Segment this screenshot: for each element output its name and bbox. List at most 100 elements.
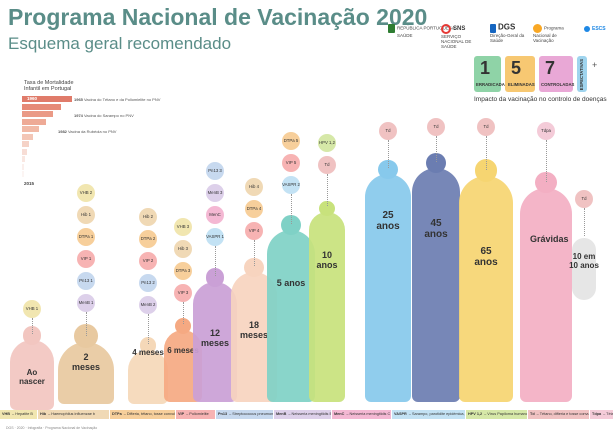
vaccine-bubble: VIP 5 bbox=[282, 154, 300, 172]
event-text: Vacina da Rubéola no PNV bbox=[68, 129, 117, 134]
footer-credits: DGS · 2020 · Infografia · Programa Nacio… bbox=[6, 426, 98, 430]
age-figure-silhouette bbox=[365, 174, 411, 402]
age-figure-head bbox=[474, 158, 498, 182]
age-figure-silhouette bbox=[520, 188, 572, 402]
legend-code: HPV 1,2 bbox=[468, 412, 483, 416]
legend-text: – Haemophilus influenzae b bbox=[48, 412, 95, 416]
logo-republica: REPÚBLICA PORTUGUESA SAÚDE bbox=[388, 24, 455, 38]
legend-item: MenB – Neisseria meningitidis B bbox=[274, 410, 331, 419]
mortality-bar bbox=[22, 156, 25, 162]
legend-code: Pn13 bbox=[218, 412, 228, 416]
republica-logo-icon bbox=[388, 24, 395, 33]
mortality-end-year: 2015 bbox=[24, 181, 35, 186]
legend-item: Tdpa– Tétano e difteria bbox=[590, 410, 613, 419]
legend-text: – Neisseria meningitidis C bbox=[346, 412, 391, 416]
vaccine-connector-line bbox=[291, 194, 292, 224]
vaccine-bubble: Hib 2 bbox=[139, 208, 157, 226]
impact-controlled-label: CONTROLADAS bbox=[541, 82, 575, 87]
age-figure-silhouette bbox=[309, 212, 345, 402]
mortality-bar bbox=[22, 103, 61, 110]
logo-pnv: Programa Nacional de Vacinação bbox=[533, 24, 577, 43]
vaccine-bubble: VASPR 2 bbox=[282, 176, 300, 194]
vaccine-bubble: MenB 3 bbox=[206, 184, 224, 202]
legend-code: Td bbox=[530, 412, 535, 416]
vaccine-bubble: Td bbox=[477, 118, 495, 136]
mortality-bar bbox=[22, 133, 33, 140]
logo-dgs: DGS Direção-Geral da Saúde bbox=[490, 23, 528, 43]
legend-code: MenC bbox=[334, 412, 345, 416]
age-label: 2 meses bbox=[71, 352, 101, 372]
legend-code: Hib bbox=[40, 412, 47, 416]
age-label: Grávidas bbox=[530, 234, 569, 244]
age-label: 10 em 10 anos bbox=[569, 252, 599, 270]
mortality-bar bbox=[22, 126, 39, 132]
legend-item: VASPR– Sarampo, parotidite epidémica, ru… bbox=[392, 410, 465, 419]
logo-sns: SNS SERVIÇO NACIONAL DE SAÚDE bbox=[441, 24, 485, 49]
vaccine-bubble: MenB 2 bbox=[139, 296, 157, 314]
impact-eliminated-label: ELIMINADAS bbox=[508, 82, 535, 87]
vaccine-bubble: VHB 3 bbox=[174, 218, 192, 236]
legend-text: – Tétano, difteria e tosse convulsa bbox=[536, 412, 589, 416]
age-label: 65 anos bbox=[474, 246, 498, 268]
logo-sns-name: SNS bbox=[453, 26, 466, 33]
vaccine-bubble: Pn13 2 bbox=[139, 274, 157, 292]
legend-item: Pn13– Streptococcus pneumoniae bbox=[216, 410, 273, 419]
event-year: 1965 bbox=[74, 97, 83, 102]
vaccine-bubble: VASPR 1 bbox=[206, 228, 224, 246]
legend-item: DTPa – Difteria, tétano, tosse convulsa bbox=[110, 410, 175, 419]
logo-republica-name: REPÚBLICA PORTUGUESA bbox=[397, 25, 455, 31]
vaccine-connector-line bbox=[215, 246, 216, 276]
legend-text: – Poliomielite bbox=[186, 412, 209, 416]
vaccine-bubble: VIP 3 bbox=[174, 284, 192, 302]
vaccine-connector-line bbox=[546, 140, 547, 182]
legend-item: VHB – Hepatite B bbox=[0, 410, 37, 419]
event-year: 1974 bbox=[74, 113, 83, 118]
age-figure-head bbox=[205, 268, 225, 287]
age-figure-head bbox=[425, 152, 447, 174]
legend-item: MenC – Neisseria meningitidis C bbox=[332, 410, 391, 419]
pnv-logo-icon bbox=[533, 24, 542, 33]
legend-text: – Tétano e difteria bbox=[603, 412, 613, 416]
vaccine-bubble: HPV 1,2 bbox=[318, 134, 336, 152]
booster-pill bbox=[572, 238, 596, 300]
mortality-title: Taxa de Mortalidade Infantil em Portugal bbox=[24, 80, 74, 92]
age-figure-head bbox=[74, 324, 98, 348]
impact-eradicated-num: 1 bbox=[480, 58, 491, 78]
logo-dgs-sub: Direção-Geral da Saúde bbox=[490, 33, 525, 43]
page-title: Programa Nacional de Vacinação 2020 bbox=[8, 4, 428, 30]
legend-text: – Difteria, tétano, tosse convulsa bbox=[123, 412, 175, 416]
mortality-event-1965: 1965 Vacina do Tétano e da Poliomielite … bbox=[74, 97, 160, 102]
age-figure-head bbox=[319, 200, 335, 216]
mortality-bar bbox=[22, 96, 72, 102]
legend-code: VASPR bbox=[394, 412, 407, 416]
vaccine-bubble: DTPa 3 bbox=[174, 262, 192, 280]
vaccine-connector-line bbox=[148, 314, 149, 344]
age-label: 10 anos bbox=[316, 250, 338, 270]
legend-code: VIP bbox=[178, 412, 185, 416]
age-figure-silhouette bbox=[128, 350, 168, 404]
event-year: 1982 bbox=[58, 129, 67, 134]
vaccine-bubble: MenB 1 bbox=[77, 294, 95, 312]
impact-eradicated-label: ERRADICADA bbox=[476, 82, 505, 87]
mortality-event-1974: 1974 Vacina do Sarampo no PNV bbox=[74, 113, 134, 118]
age-figure-head bbox=[378, 159, 398, 179]
vaccine-bubble: Td bbox=[427, 118, 445, 136]
mortality-bar bbox=[22, 111, 53, 117]
vaccine-bubble: Td bbox=[318, 156, 336, 174]
age-figure-silhouette bbox=[193, 282, 237, 402]
age-figure-silhouette bbox=[10, 340, 54, 410]
event-text: Vacina do Tétano e da Poliomielite no PN… bbox=[84, 97, 161, 102]
age-label: Ao nascer bbox=[19, 368, 45, 386]
vaccine-bubble: DTPa 4 bbox=[245, 200, 263, 218]
logo-escs: ESCS bbox=[584, 26, 606, 32]
vaccine-connector-line bbox=[254, 240, 255, 266]
mortality-bar bbox=[22, 163, 24, 170]
age-label: 25 anos bbox=[376, 210, 400, 232]
escs-logo-icon bbox=[584, 26, 590, 32]
mortality-event-1982: 1982 Vacina da Rubéola no PNV bbox=[58, 129, 116, 134]
logo-republica-sub: SAÚDE bbox=[397, 33, 413, 38]
vaccine-connector-line bbox=[584, 208, 585, 236]
vaccine-bubble: Tdpa bbox=[537, 122, 555, 140]
age-label: 5 anos bbox=[276, 278, 306, 288]
age-figure-head bbox=[244, 257, 264, 277]
